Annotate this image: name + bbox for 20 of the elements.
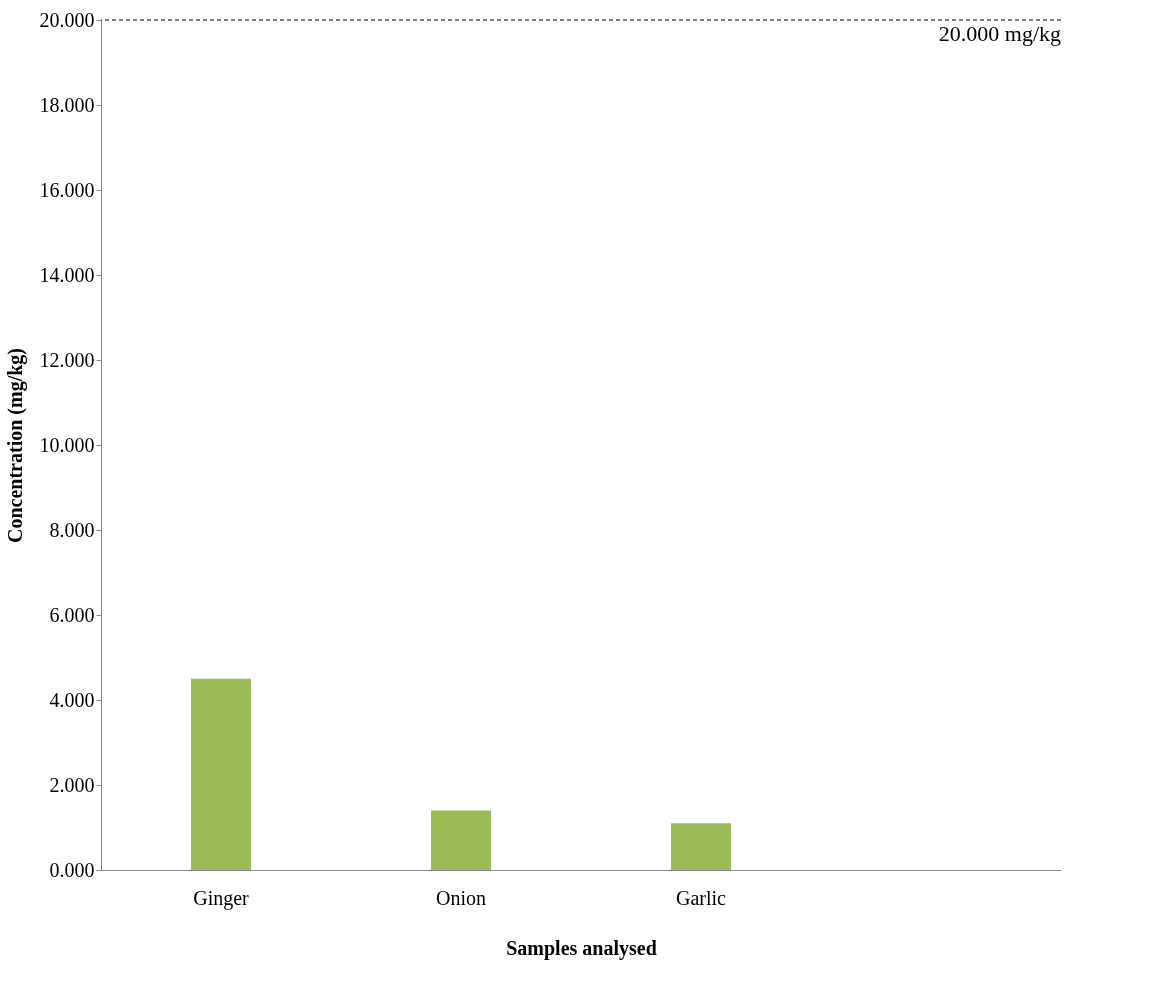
bar: [671, 823, 731, 870]
y-tick-label: 18.000: [39, 93, 95, 116]
y-tick-label: 14.000: [39, 263, 95, 286]
y-tick-label: 12.000: [39, 348, 95, 371]
y-tick-label: 4.000: [49, 688, 95, 711]
y-tick-label: 20.000: [39, 8, 95, 31]
x-tick-label: Onion: [436, 886, 486, 909]
y-tick-label: 0.000: [49, 858, 95, 881]
y-tick-label: 2.000: [49, 773, 95, 796]
x-tick-label: Garlic: [676, 886, 727, 909]
bar: [191, 678, 251, 870]
bar: [431, 810, 491, 870]
y-axis-title: Concentration (mg/kg): [3, 348, 27, 543]
x-axis-title: Samples analysed: [506, 936, 657, 960]
y-tick-label: 8.000: [49, 518, 95, 541]
ref-line-label: 20.000 mg/kg: [938, 21, 1061, 46]
y-tick-label: 16.000: [39, 178, 95, 201]
y-tick-label: 10.000: [39, 433, 95, 456]
y-tick-label: 6.000: [49, 603, 95, 626]
x-tick-label: Ginger: [193, 886, 250, 910]
